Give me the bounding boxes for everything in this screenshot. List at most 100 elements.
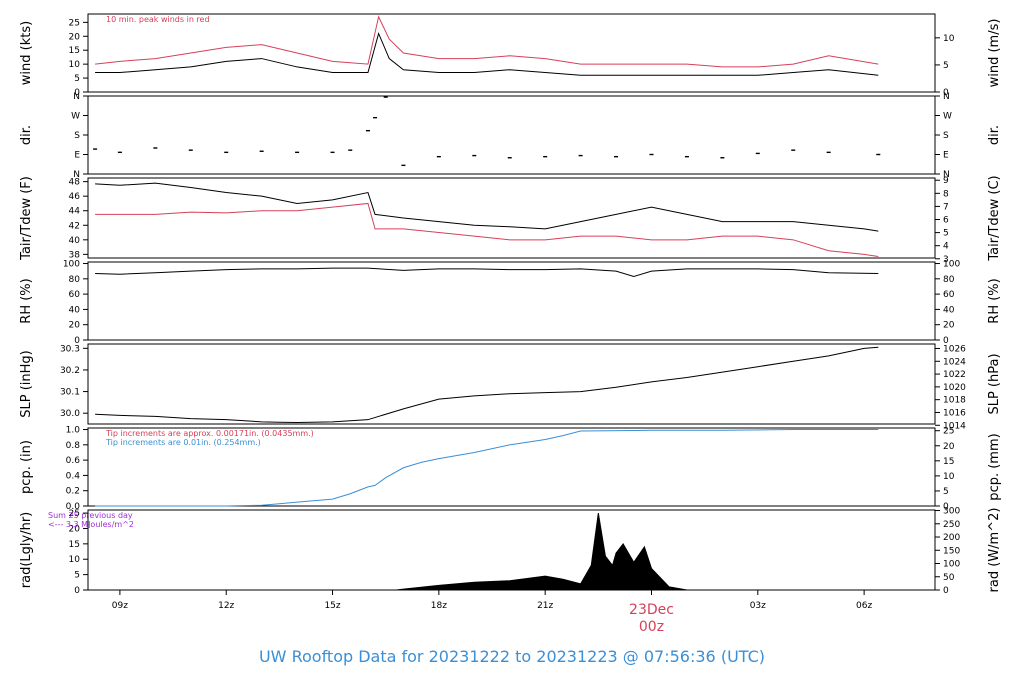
y-axis-label-right: rad (W/m^2)	[987, 508, 1002, 593]
left-tick-label: 25	[69, 18, 80, 28]
y-axis-label-left: RH (%)	[19, 278, 34, 323]
left-tick-label: N	[73, 92, 80, 102]
radiation-area	[396, 512, 688, 591]
data-point	[188, 149, 193, 151]
data-point	[684, 155, 689, 158]
panel-5	[83, 343, 940, 426]
left-tick-label: 20	[69, 321, 81, 331]
annotation-peak-winds: 10 min. peak winds in red	[106, 15, 210, 24]
right-tick-label: 20	[943, 321, 955, 331]
left-tick-label: 0	[74, 88, 80, 98]
panel-frame	[87, 177, 936, 259]
data-point	[507, 157, 512, 159]
left-tick-label: 46	[69, 192, 81, 202]
right-tick-label: 200	[943, 533, 960, 543]
x-tick-label: 21z	[537, 601, 553, 611]
data-point	[876, 153, 881, 156]
right-tick-label: 5	[943, 61, 949, 71]
left-tick-label: 0.2	[66, 487, 80, 497]
right-tick-label: 1018	[943, 396, 966, 406]
left-tick-label: 40	[69, 236, 81, 246]
left-tick-label: 0.6	[66, 456, 81, 466]
panel-frame	[87, 13, 936, 93]
right-tick-label: 60	[943, 290, 955, 300]
right-tick-label: W	[943, 112, 952, 122]
panel-frame	[87, 343, 936, 425]
left-tick-label: 5	[74, 571, 80, 581]
left-tick-label: 5	[74, 74, 80, 84]
date-label: 23Dec	[629, 602, 674, 618]
left-tick-label: 0.8	[66, 441, 81, 451]
data-point	[720, 157, 725, 159]
y-axis-label-right: wind (m/s)	[987, 19, 1002, 88]
y-axis-label-right: pcp. (mm)	[987, 433, 1002, 500]
data-point	[93, 148, 98, 150]
right-tick-label: 1016	[943, 408, 966, 418]
left-tick-label: W	[71, 112, 80, 122]
right-tick-label: 150	[943, 546, 960, 556]
left-tick-label: 10	[69, 60, 81, 70]
left-tick-label: 20	[69, 524, 81, 534]
annotation-rad-sum: <--- 3.3 MJoules/m^2	[48, 520, 134, 529]
data-point	[295, 151, 300, 154]
right-tick-label: 9	[943, 176, 949, 186]
annotation-rad-sum: Sum 25 previous day	[48, 511, 133, 520]
data-point	[117, 151, 122, 154]
left-tick-label: 60	[69, 290, 81, 300]
left-tick-label: 30.1	[60, 388, 80, 398]
y-axis-label-right: Tair/Tdew (C)	[987, 175, 1002, 261]
left-tick-label: 44	[69, 207, 81, 217]
panel-4	[83, 261, 940, 341]
left-tick-label: 20	[69, 32, 81, 42]
right-tick-label: 0	[943, 586, 949, 596]
data-point	[755, 152, 760, 155]
y-axis-label-left: rad(Lgly/hr)	[19, 512, 34, 588]
panel-frame	[87, 509, 936, 591]
panel-3	[83, 177, 940, 260]
right-tick-label: 1026	[943, 344, 966, 354]
left-tick-label: 15	[69, 46, 80, 56]
right-tick-label: 50	[943, 573, 955, 583]
data-point	[578, 154, 583, 157]
series-line	[95, 429, 879, 507]
x-tick-label: 15z	[324, 601, 340, 611]
left-tick-label: 42	[69, 221, 80, 231]
right-tick-label: 10	[943, 34, 955, 44]
left-tick-label: 30.3	[60, 344, 80, 354]
data-point	[543, 155, 548, 158]
right-tick-label: 8	[943, 189, 949, 199]
left-tick-label: 100	[63, 260, 80, 270]
right-tick-label: 1024	[943, 357, 966, 367]
data-point	[383, 96, 388, 98]
right-tick-label: S	[943, 131, 949, 141]
right-tick-label: 80	[943, 275, 955, 285]
right-tick-label: E	[943, 151, 949, 161]
y-axis-label-right: SLP (hPa)	[987, 353, 1002, 414]
panel-frame	[87, 95, 936, 175]
left-tick-label: 0.0	[66, 502, 81, 512]
data-point	[348, 149, 353, 151]
panel-7	[83, 509, 940, 591]
right-tick-label: 100	[943, 560, 960, 570]
right-tick-label: 0	[943, 88, 949, 98]
left-tick-label: 30.2	[60, 366, 80, 376]
right-tick-label: 5	[943, 229, 949, 239]
data-point	[472, 154, 477, 157]
data-point	[649, 153, 654, 156]
left-tick-label: 10	[69, 555, 81, 565]
panel-2	[83, 95, 940, 175]
panel-frame	[87, 261, 936, 341]
right-tick-label: 10	[943, 472, 955, 482]
data-point	[330, 151, 335, 154]
left-tick-label: 30.0	[60, 409, 80, 419]
panel-frame	[87, 427, 936, 507]
data-point	[401, 164, 406, 167]
data-point	[153, 147, 158, 149]
x-tick-label: 09z	[112, 601, 128, 611]
left-tick-label: N	[73, 170, 80, 180]
series-line	[95, 346, 879, 423]
right-tick-label: 40	[943, 305, 955, 315]
left-tick-label: 38	[69, 250, 81, 260]
series-line	[95, 202, 879, 258]
